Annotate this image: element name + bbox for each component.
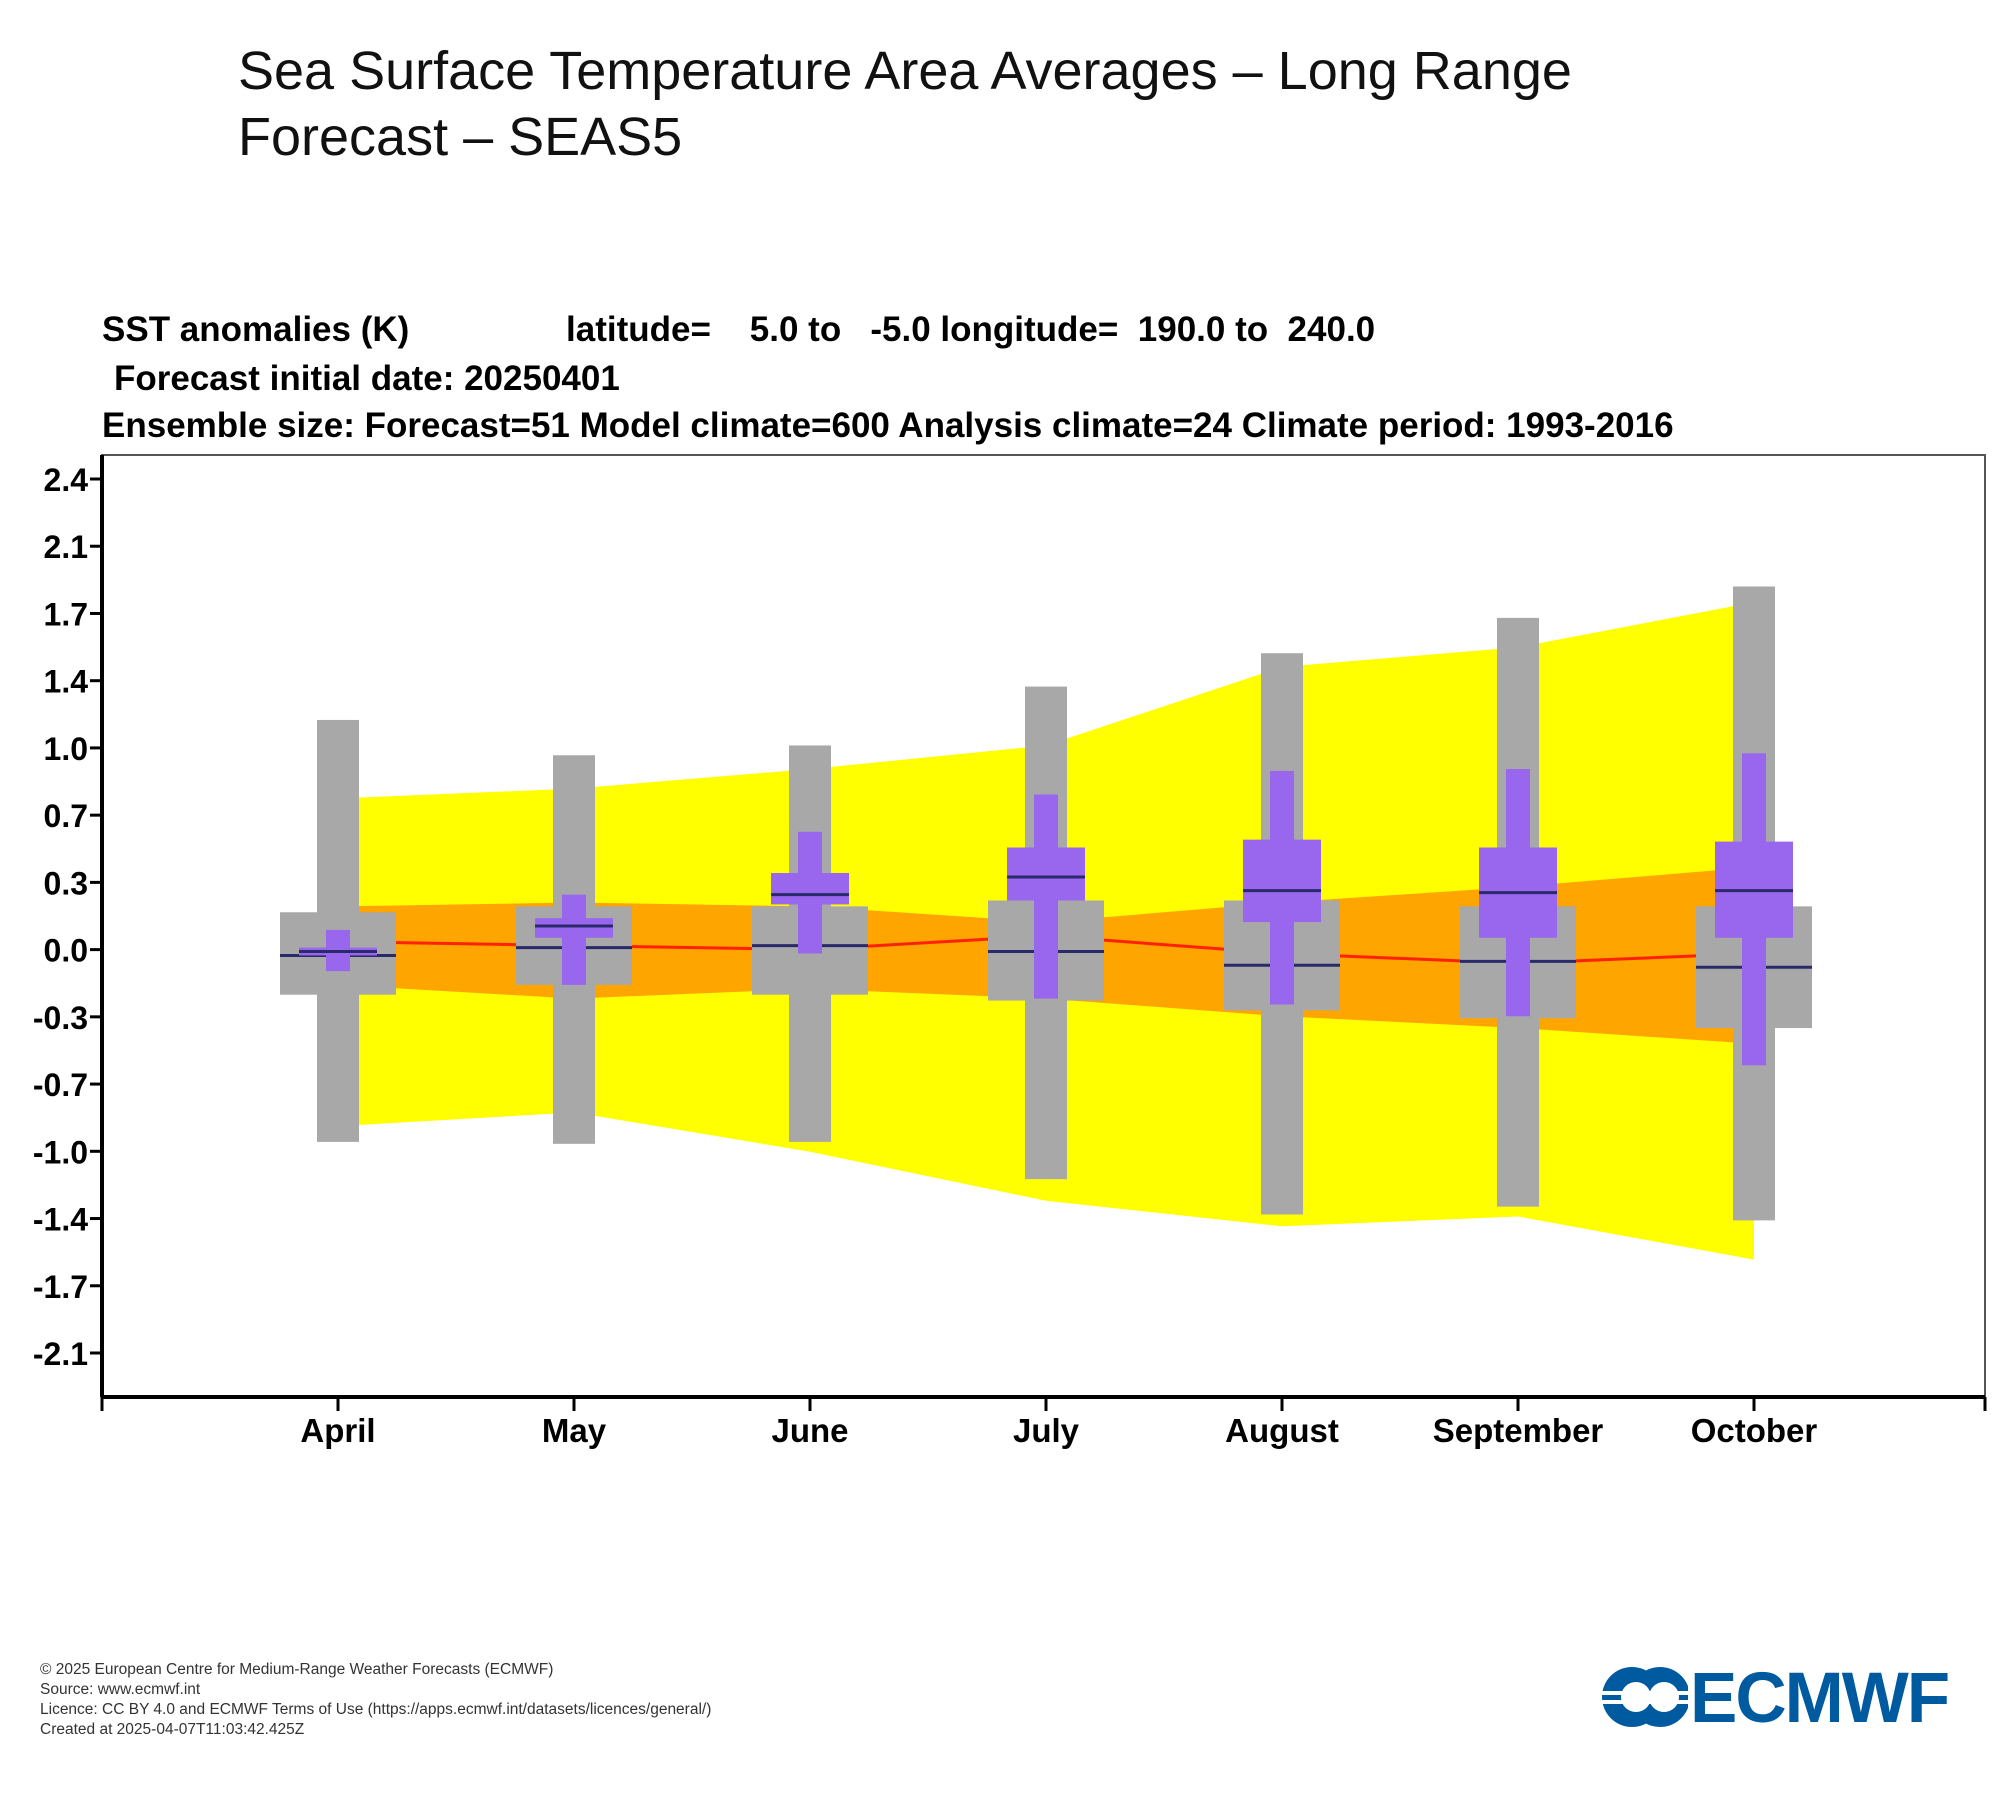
header-ensemble: Ensemble size: Forecast=51 Model climate…	[102, 406, 1674, 445]
y-tick-label: -0.7	[33, 1067, 88, 1103]
header-initial-date: Forecast initial date: 20250401	[114, 359, 620, 398]
header-variable: SST anomalies (K)	[102, 310, 409, 349]
footer-created: Created at 2025-04-07T11:03:42.425Z	[40, 1721, 305, 1738]
x-tick-label: October	[1691, 1412, 1818, 1449]
footer-source: Source: www.ecmwf.int	[40, 1681, 201, 1698]
x-tick-label: June	[771, 1412, 848, 1449]
forecast-whisker	[562, 894, 586, 985]
page-title: Sea Surface Temperature Area Averages – …	[238, 38, 1738, 170]
x-tick-label: July	[1013, 1412, 1080, 1449]
footer: © 2025 European Centre for Medium-Range …	[40, 1660, 711, 1740]
month-group	[1460, 617, 1576, 1207]
y-tick-label: 0.0	[44, 933, 88, 969]
page-title-line-2: Forecast – SEAS5	[238, 107, 683, 167]
page-title-line-1: Sea Surface Temperature Area Averages – …	[238, 41, 1572, 101]
y-tick-label: 2.1	[44, 529, 88, 565]
month-group	[752, 745, 868, 1142]
footer-licence: Licence: CC BY 4.0 and ECMWF Terms of Us…	[40, 1701, 712, 1718]
month-group	[988, 686, 1104, 1180]
sst-anomaly-chart: SST anomalies (K) latitude= 5.0 to -5.0 …	[33, 310, 1987, 1449]
y-tick-label: 0.3	[44, 865, 88, 901]
month-group	[1696, 586, 1812, 1221]
footer-copyright: © 2025 European Centre for Medium-Range …	[40, 1661, 554, 1678]
forecast-box	[771, 873, 849, 905]
chart-header: SST anomalies (K) latitude= 5.0 to -5.0 …	[102, 310, 1674, 445]
y-tick-label: 1.4	[44, 664, 89, 700]
month-group	[1224, 653, 1340, 1215]
y-tick-label: 2.4	[44, 462, 89, 498]
x-tick-label: April	[300, 1412, 375, 1449]
forecast-box	[1007, 847, 1085, 901]
y-tick-label: -1.7	[33, 1269, 88, 1305]
forecast-box	[1243, 839, 1321, 923]
forecast-box	[535, 918, 613, 938]
y-tick-label: -1.4	[33, 1202, 88, 1238]
y-tick-label: 1.0	[44, 731, 88, 767]
x-tick-label: May	[542, 1412, 607, 1449]
axes: 2.4 2.1 1.7 1.4 1.0 0.7 0.3 0.0 -0.3 -0.7 -1.0 -1.4…	[33, 454, 1987, 1449]
ecmwf-logo: ECMWF	[1602, 1659, 1974, 1738]
ecmwf-logo-icon	[1602, 1667, 1688, 1727]
month-group	[280, 719, 396, 1142]
x-tick-label: September	[1433, 1412, 1604, 1449]
month-group	[516, 755, 632, 1144]
y-tick-label: -1.0	[33, 1134, 88, 1170]
y-tick-label: -2.1	[33, 1336, 88, 1372]
x-tick-label: August	[1225, 1412, 1339, 1449]
y-tick-label: 1.7	[44, 596, 88, 632]
y-tick-label: 0.7	[44, 798, 88, 834]
y-tick-label: -0.3	[33, 1000, 88, 1036]
header-region: latitude= 5.0 to -5.0 longitude= 190.0 t…	[566, 310, 1375, 349]
ecmwf-logo-text: ECMWF	[1690, 1659, 1950, 1738]
boxplots	[280, 586, 1812, 1221]
